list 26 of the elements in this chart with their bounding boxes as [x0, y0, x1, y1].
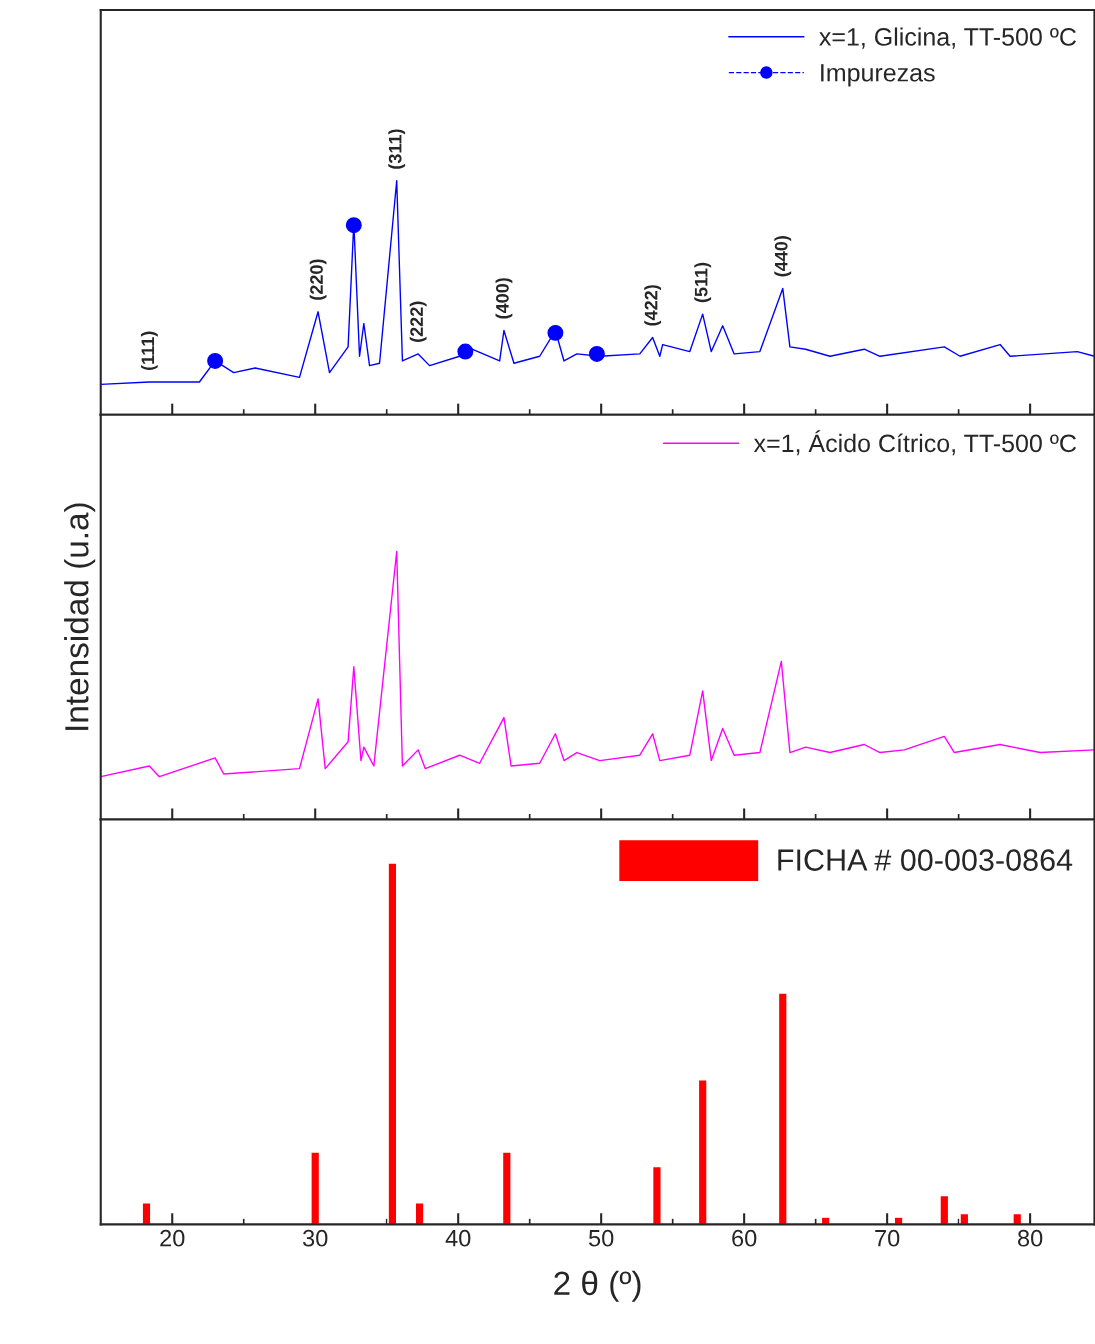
x-tick-label: 60	[732, 1229, 757, 1247]
legend-label: x=1, Glicina, TT-500 ºC	[819, 27, 1077, 49]
point	[457, 343, 474, 360]
y-axis-title: Intensidad (u.a)	[64, 503, 96, 730]
annotation: (511)	[694, 262, 712, 303]
x-tick-label: 80	[1018, 1229, 1043, 1247]
x-tick-label: 40	[445, 1229, 471, 1247]
x-axis-title: 2 θ (º)	[554, 1270, 641, 1302]
annotation: (111)	[140, 331, 158, 370]
x-tick-label: 30	[302, 1229, 328, 1247]
point	[345, 217, 362, 234]
x-tick-label: 70	[875, 1229, 900, 1247]
annotation: (422)	[644, 285, 662, 326]
x-tick-label: 20	[160, 1229, 185, 1247]
annotation: (311)	[388, 129, 406, 169]
legend-label: FICHA # 00-003-0864	[778, 849, 1073, 871]
point	[588, 345, 605, 362]
point	[547, 324, 564, 341]
point	[207, 352, 224, 369]
annotation: (220)	[309, 259, 327, 300]
legend-label: x=1, Ácido Cítrico, TT-500 ºC	[753, 430, 1077, 456]
annotation: (400)	[495, 278, 513, 319]
annotation: (222)	[409, 301, 427, 342]
legend-label: Impurezas	[821, 64, 935, 87]
annotation: (440)	[774, 236, 792, 277]
x-tick-label: 50	[588, 1229, 614, 1247]
